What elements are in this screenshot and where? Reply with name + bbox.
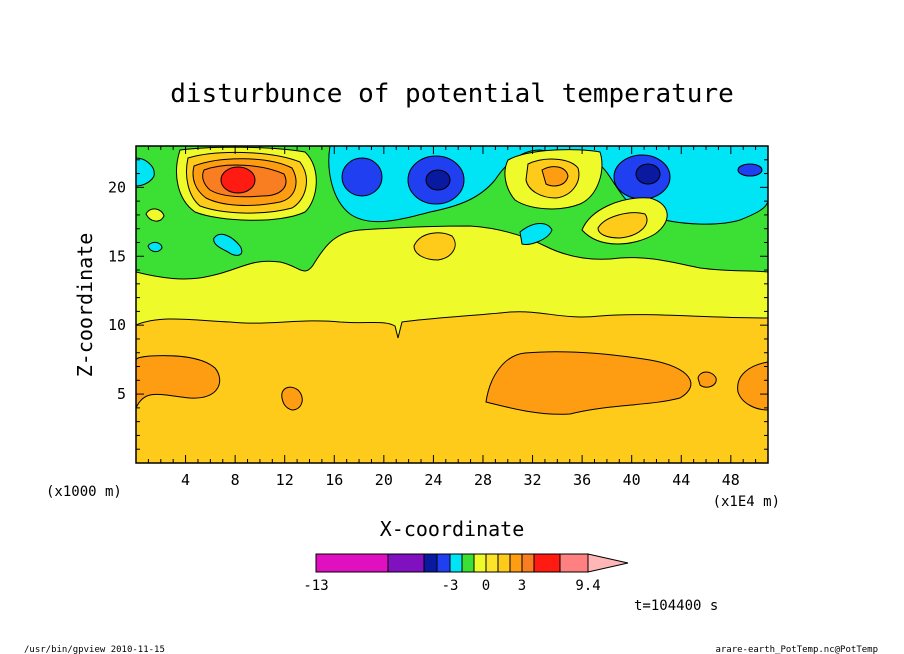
orange-region-dot [697, 371, 717, 388]
x-tick-label: 36 [573, 471, 591, 489]
x-unit-left: (x1000 m) [46, 484, 122, 500]
orange-region-left [136, 355, 221, 409]
colorbar-bin [559, 553, 589, 573]
chart-title: disturbunce of potential temperature [170, 79, 734, 109]
x-tick-label: 44 [672, 471, 690, 489]
x-tick-label: 48 [722, 471, 740, 489]
colorbar-bin [423, 553, 438, 573]
blue-cell-edge [737, 163, 763, 177]
warm-cell-mid-orange [541, 166, 569, 187]
colorbar-bin [473, 553, 487, 573]
yellow-patch-left [145, 208, 165, 222]
y-tick-label: 5 [117, 385, 126, 403]
x-tick-label: 16 [325, 471, 343, 489]
colorbar-tick-label: 0 [482, 578, 490, 594]
x-tick-label: 40 [623, 471, 641, 489]
y-axis: 5 10 15 20 [108, 145, 768, 464]
colorbar-bin [315, 553, 389, 573]
colorbar-bin [461, 553, 475, 573]
x-tick-label: 12 [276, 471, 294, 489]
colorbar-bin [509, 553, 523, 573]
x-tick-label: 20 [375, 471, 393, 489]
cyan-patch-edge-left [136, 157, 155, 187]
blue-cell-2-core [425, 169, 451, 191]
x-tick-label: 4 [181, 471, 190, 489]
colorbar-bin [436, 553, 451, 573]
blue-cell-3-core [635, 163, 661, 185]
colorbar-tick-label: 3 [518, 578, 526, 594]
x-tick-label: 32 [524, 471, 542, 489]
colorbar-bin [497, 553, 511, 573]
orange-region-small [281, 386, 303, 411]
colorbar-tick-label: -13 [303, 578, 328, 594]
colorbar-tick-label: 9.4 [575, 578, 600, 594]
x-tick-label: 8 [231, 471, 240, 489]
colorbar-bin [521, 553, 535, 573]
orange-region-edge [737, 361, 768, 411]
plot-frame [135, 145, 769, 464]
blue-cell-1 [341, 157, 383, 197]
warm-cell-right-gold [597, 212, 648, 239]
colorbar: -13 -3 0 3 9.4 [303, 553, 629, 594]
colorbar-bin [485, 553, 499, 573]
colorbar-bin [387, 553, 425, 573]
gold-patch-center [413, 232, 456, 261]
y-axis-label: Z-coordinate [73, 233, 97, 378]
colorbar-bin [533, 553, 561, 573]
cyan-patch-left [213, 233, 243, 256]
colorbar-bin [449, 553, 463, 573]
colorbar-extension [587, 553, 629, 573]
x-unit-right: (x1E4 m) [713, 494, 780, 510]
footer-left: /usr/bin/gpview 2010-11-15 [24, 645, 165, 654]
time-label: t=104400 s [634, 598, 718, 614]
x-axis-label: X-coordinate [380, 517, 525, 541]
cyan-patch-small [147, 241, 163, 253]
footer-right: arare-earth_PotTemp.nc@PotTemp [715, 645, 878, 654]
red-cell [220, 166, 256, 194]
y-tick-label: 20 [108, 178, 126, 196]
colorbar-tick-label: -3 [442, 578, 459, 594]
orange-region-right [485, 351, 692, 415]
x-tick-label: 28 [474, 471, 492, 489]
x-tick-label: 24 [424, 471, 442, 489]
contour-field [136, 146, 768, 463]
x-axis: 4 8 12 16 20 24 28 32 36 40 44 48 [135, 146, 769, 489]
y-tick-label: 10 [108, 316, 126, 334]
y-tick-label: 15 [108, 247, 126, 265]
cyan-patch-mid [519, 223, 553, 245]
